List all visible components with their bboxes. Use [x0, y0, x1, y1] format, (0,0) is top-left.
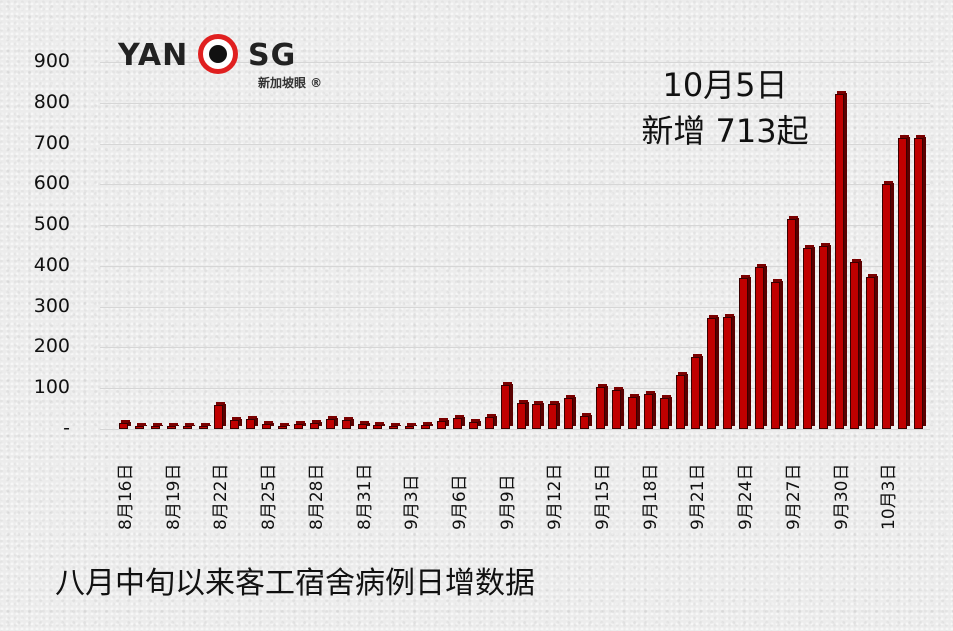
bar	[246, 415, 259, 429]
bar	[198, 423, 211, 429]
bar	[468, 419, 481, 429]
chart-caption: 八月中旬以来客工宿舍病例日增数据	[55, 566, 535, 601]
bar	[755, 263, 767, 429]
bar	[421, 421, 434, 429]
x-tick-label: 9月3日	[402, 474, 423, 530]
x-tick-label: 8月16日	[116, 463, 136, 530]
bar	[691, 353, 704, 429]
y-tick-label: 200	[33, 335, 70, 358]
bar	[341, 417, 354, 429]
x-tick-label: 9月24日	[736, 463, 757, 530]
x-tick-label: 8月25日	[259, 463, 280, 530]
y-tick-label: 800	[33, 90, 70, 113]
x-tick-label: 9月15日	[593, 463, 613, 530]
bar	[484, 413, 497, 429]
gridline	[100, 102, 930, 104]
bar	[834, 90, 847, 429]
bar	[325, 416, 338, 429]
x-tick-label: 9月18日	[640, 463, 661, 530]
gridline	[100, 143, 930, 145]
x-tick-label: 9月12日	[545, 463, 566, 530]
bar	[818, 242, 831, 429]
bar	[802, 244, 815, 429]
bar	[373, 421, 386, 429]
x-tick-label: 8月22日	[211, 463, 232, 530]
x-tick-label: 9月6日	[449, 474, 470, 530]
bar	[278, 422, 290, 429]
gridline	[100, 184, 930, 186]
bar	[357, 420, 370, 429]
bar	[786, 216, 799, 429]
bar	[500, 382, 513, 429]
bar	[452, 415, 465, 429]
x-tick-label: 9月30日	[831, 463, 852, 530]
gridline	[100, 388, 930, 390]
x-tick-label: 9月27日	[783, 463, 804, 530]
y-tick-label: 700	[33, 131, 70, 154]
bar	[214, 402, 227, 429]
bar	[134, 423, 147, 429]
gridline	[100, 429, 930, 430]
bar	[627, 393, 640, 429]
y-tick-label: 500	[33, 213, 70, 236]
gridline	[100, 306, 930, 308]
bar	[898, 135, 911, 429]
y-tick-label: 400	[33, 253, 70, 276]
y-tick-label: -	[63, 417, 70, 439]
bar	[262, 420, 275, 429]
bar	[914, 135, 926, 429]
bar	[675, 371, 688, 429]
gridline	[100, 265, 930, 267]
bar	[437, 418, 449, 429]
bar	[532, 401, 545, 429]
y-tick-label: 600	[33, 172, 70, 195]
bar	[739, 275, 752, 429]
bar	[389, 423, 402, 429]
y-tick-label: 300	[33, 294, 70, 317]
logo-text-right: SG	[248, 38, 297, 73]
bar	[882, 180, 895, 429]
gridline	[100, 62, 930, 63]
bar	[293, 420, 306, 429]
logo: YAN SG 新加坡眼 ®	[118, 34, 322, 90]
gridline	[100, 225, 930, 227]
annotation-count: 新增 713起	[641, 112, 809, 150]
y-tick-label: 900	[33, 50, 70, 72]
x-tick-label: 10月3日	[879, 463, 900, 530]
bar	[119, 419, 131, 429]
bar	[707, 315, 720, 429]
x-tick-label: 8月28日	[306, 463, 327, 530]
bar	[596, 384, 608, 429]
bar	[309, 420, 322, 429]
logo-subtitle: 新加坡眼 ®	[258, 76, 323, 90]
bar	[643, 390, 656, 429]
bar	[166, 423, 179, 429]
bar	[611, 387, 624, 429]
bar	[866, 274, 879, 429]
bar	[723, 313, 736, 429]
bar	[659, 394, 672, 429]
map-pin-eye-icon	[198, 34, 238, 74]
bar	[516, 400, 529, 429]
annotation-date: 10月5日	[662, 66, 788, 104]
bar	[182, 423, 195, 429]
x-tick-label: 8月31日	[354, 463, 375, 530]
x-tick-label: 8月19日	[163, 463, 184, 530]
bar	[580, 412, 593, 429]
bar	[150, 423, 163, 429]
bar	[405, 423, 418, 429]
x-tick-label: 9月9日	[497, 474, 518, 530]
annotation: 10月5日 新增 713起	[630, 62, 820, 154]
bar	[770, 278, 783, 429]
bar	[230, 417, 243, 429]
gridline	[100, 347, 930, 349]
bar	[850, 258, 863, 429]
bar	[564, 395, 577, 429]
y-tick-label: 100	[33, 376, 70, 399]
bar	[548, 401, 561, 429]
x-tick-label: 9月21日	[688, 463, 709, 530]
logo-text-left: YAN	[118, 38, 189, 73]
